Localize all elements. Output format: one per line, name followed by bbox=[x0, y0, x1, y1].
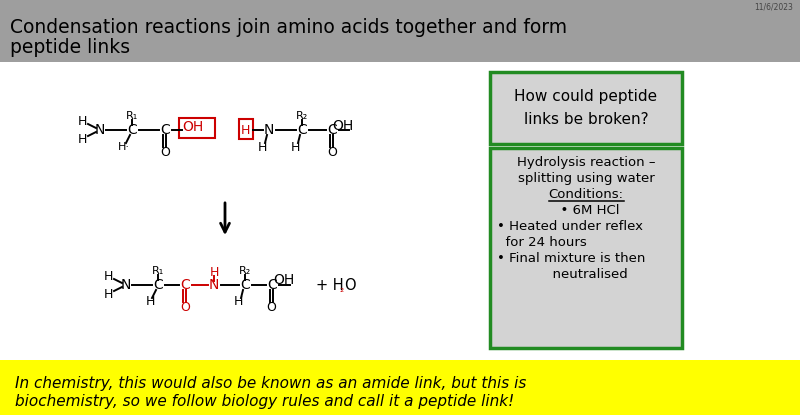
Text: • Final mixture is then: • Final mixture is then bbox=[497, 252, 646, 265]
Text: R₂: R₂ bbox=[296, 111, 308, 121]
Text: R₁: R₁ bbox=[126, 111, 138, 121]
Text: peptide links: peptide links bbox=[10, 38, 130, 57]
Text: O: O bbox=[327, 146, 337, 159]
Text: H: H bbox=[103, 288, 113, 300]
Text: R₂: R₂ bbox=[239, 266, 251, 276]
Text: N: N bbox=[95, 123, 105, 137]
Text: O: O bbox=[266, 300, 276, 313]
Bar bbox=[239, 119, 253, 139]
Text: C: C bbox=[153, 278, 163, 292]
Bar bbox=[490, 72, 682, 144]
Text: • 6M HCl: • 6M HCl bbox=[552, 204, 620, 217]
Text: H·: H· bbox=[118, 142, 130, 152]
Text: Hydrolysis reaction –: Hydrolysis reaction – bbox=[517, 156, 655, 169]
Text: N: N bbox=[121, 278, 131, 292]
Text: OH: OH bbox=[332, 119, 354, 133]
Text: neutralised: neutralised bbox=[544, 268, 628, 281]
Text: H: H bbox=[78, 132, 86, 146]
Text: Conditions:: Conditions: bbox=[549, 188, 623, 201]
Text: H: H bbox=[78, 115, 86, 127]
Text: R₁: R₁ bbox=[152, 266, 164, 276]
Text: O: O bbox=[160, 146, 170, 159]
Text: Condensation reactions join amino acids together and form: Condensation reactions join amino acids … bbox=[10, 18, 567, 37]
Text: O: O bbox=[344, 278, 356, 293]
Text: • Heated under reflex: • Heated under reflex bbox=[497, 220, 643, 233]
Text: for 24 hours: for 24 hours bbox=[497, 236, 586, 249]
Text: In chemistry, this would also be known as an amide link, but this is: In chemistry, this would also be known a… bbox=[15, 376, 526, 391]
Text: H: H bbox=[258, 141, 266, 154]
Text: OH: OH bbox=[182, 120, 204, 134]
Text: C: C bbox=[327, 123, 337, 137]
Text: C: C bbox=[297, 123, 307, 137]
Text: ₂: ₂ bbox=[339, 284, 343, 294]
Text: C: C bbox=[240, 278, 250, 292]
Text: C: C bbox=[267, 278, 277, 292]
Text: H: H bbox=[103, 269, 113, 283]
Text: How could peptide
links be broken?: How could peptide links be broken? bbox=[514, 89, 658, 127]
Text: H: H bbox=[234, 295, 242, 308]
Bar bbox=[0, 360, 800, 415]
Text: H: H bbox=[290, 141, 300, 154]
Bar bbox=[490, 148, 682, 348]
Text: biochemistry, so we follow biology rules and call it a peptide link!: biochemistry, so we follow biology rules… bbox=[15, 394, 514, 409]
Text: 11/6/2023: 11/6/2023 bbox=[754, 3, 793, 12]
Text: O: O bbox=[180, 300, 190, 313]
Text: H: H bbox=[240, 124, 250, 137]
Bar bbox=[0, 0, 800, 62]
Text: N: N bbox=[264, 123, 274, 137]
Text: OH: OH bbox=[274, 273, 294, 287]
Text: splitting using water: splitting using water bbox=[518, 172, 654, 185]
Text: H: H bbox=[146, 295, 154, 308]
Bar bbox=[179, 118, 215, 138]
Text: N: N bbox=[209, 278, 219, 292]
Text: C: C bbox=[160, 123, 170, 137]
Text: + H: + H bbox=[316, 278, 344, 293]
Text: C: C bbox=[180, 278, 190, 292]
Bar bbox=[0, 62, 800, 360]
Text: C: C bbox=[127, 123, 137, 137]
Text: H: H bbox=[210, 266, 218, 278]
